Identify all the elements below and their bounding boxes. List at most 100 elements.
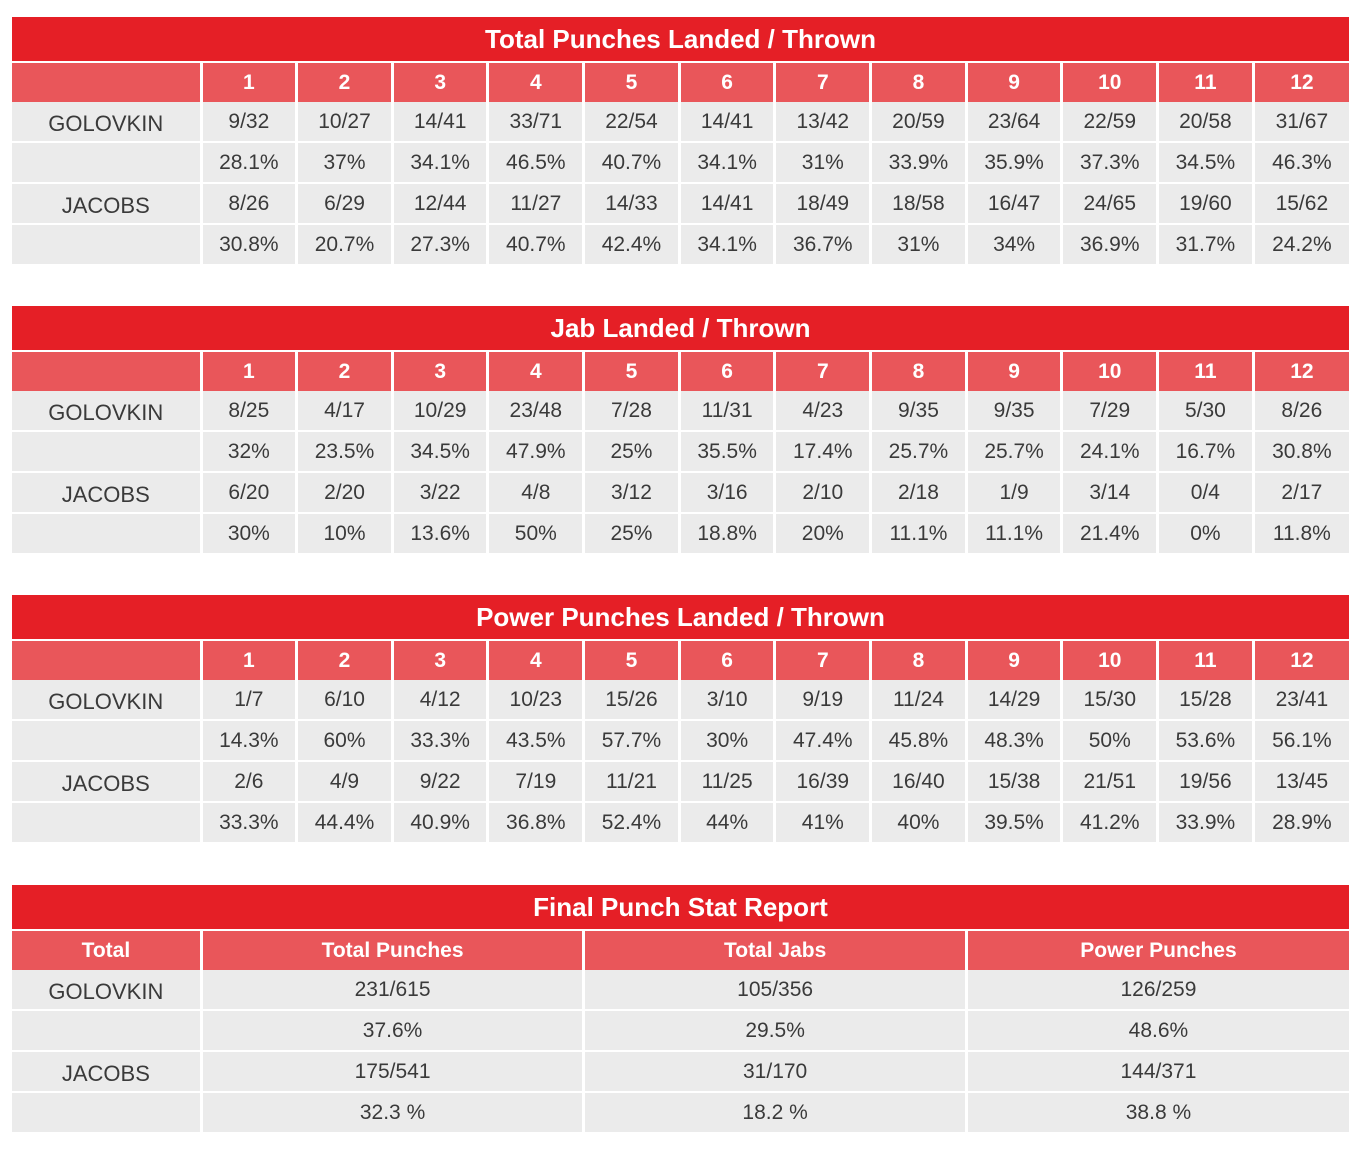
landed-thrown-cell: 14/41	[677, 182, 775, 224]
percentage-cell: 23.5%	[295, 430, 393, 472]
percentage-cell: 25%	[582, 512, 680, 553]
percentage-cell: 16.7%	[1156, 430, 1254, 472]
landed-thrown-cell: 11/25	[677, 760, 775, 802]
percentage-cell: 36.8%	[486, 801, 584, 842]
landed-thrown-cell: 8/25	[199, 391, 297, 431]
round-header: 4	[486, 350, 584, 391]
percentage-cell: 48.6%	[964, 1009, 1349, 1051]
fighter-blank	[12, 512, 202, 553]
percentage-cell: 11.8%	[1251, 512, 1349, 553]
round-header: 12	[1251, 350, 1349, 391]
percentage-cell: 31%	[773, 141, 871, 183]
landed-thrown-cell: 3/16	[677, 471, 775, 513]
percentage-cell: 40.9%	[390, 801, 488, 842]
landed-thrown-cell: 12/44	[390, 182, 488, 224]
landed-thrown-cell: 2/6	[199, 760, 297, 802]
percentage-cell: 37.3%	[1060, 141, 1158, 183]
round-header: 11	[1156, 350, 1254, 391]
table-row: GOLOVKIN 231/615 105/356 126/259	[12, 970, 1349, 1010]
final-report-section: Final Punch Stat Report Total Total Punch…	[12, 885, 1349, 1132]
percentage-cell: 36.7%	[773, 223, 871, 264]
percentage-cell: 30.8%	[199, 223, 297, 264]
percentage-cell: 25.7%	[964, 430, 1062, 472]
landed-thrown-cell: 4/17	[295, 391, 393, 431]
table-row: JACOBS 2/6 4/9 9/22 7/19 11/21 11/25 16/39 16/40…	[12, 760, 1349, 802]
round-header: 2	[295, 61, 393, 102]
round-header: 3	[390, 350, 488, 391]
round-header: 9	[964, 350, 1062, 391]
percentage-cell: 33.3%	[199, 801, 297, 842]
percentage-cell: 34%	[964, 223, 1062, 264]
percentage-cell: 14.3%	[199, 719, 297, 761]
header-row: 1 2 3 4 5 6 7 8 9 10 11 12	[12, 639, 1349, 680]
percentage-cell: 38.8 %	[964, 1091, 1349, 1132]
percentage-cell: 39.5%	[964, 801, 1062, 842]
landed-thrown-cell: 8/26	[199, 182, 297, 224]
landed-thrown-cell: 4/12	[390, 680, 488, 720]
percentage-cell: 33.9%	[1156, 801, 1254, 842]
percentage-cell: 18.8%	[677, 512, 775, 553]
landed-thrown-cell: 11/27	[486, 182, 584, 224]
landed-thrown-cell: 10/27	[295, 102, 393, 142]
landed-thrown-cell: 20/58	[1156, 102, 1254, 142]
percentage-cell: 45.8%	[869, 719, 967, 761]
round-header: 11	[1156, 639, 1254, 680]
landed-thrown-cell: 144/371	[964, 1050, 1349, 1092]
percentage-cell: 27.3%	[390, 223, 488, 264]
percentage-cell: 40%	[869, 801, 967, 842]
round-header: 7	[773, 639, 871, 680]
landed-thrown-cell: 10/23	[486, 680, 584, 720]
column-header: Total Punches	[199, 929, 584, 970]
header-row: 1 2 3 4 5 6 7 8 9 10 11 12	[12, 61, 1349, 102]
landed-thrown-cell: 7/28	[582, 391, 680, 431]
stats-table: 1 2 3 4 5 6 7 8 9 10 11 12 GOLOVKIN 9/32 10/27 14/41 33/…	[12, 61, 1349, 264]
percentage-cell: 20%	[773, 512, 871, 553]
landed-thrown-cell: 9/35	[869, 391, 967, 431]
column-header: Power Punches	[964, 929, 1349, 970]
header-row: 1 2 3 4 5 6 7 8 9 10 11 12	[12, 350, 1349, 391]
landed-thrown-cell: 7/29	[1060, 391, 1158, 431]
landed-thrown-cell: 15/62	[1251, 182, 1349, 224]
percentage-cell: 0%	[1156, 512, 1254, 553]
round-header: 1	[199, 350, 297, 391]
round-header: 6	[677, 61, 775, 102]
percentage-cell: 37.6%	[199, 1009, 584, 1051]
percentage-cell: 47.4%	[773, 719, 871, 761]
landed-thrown-cell: 4/23	[773, 391, 871, 431]
round-header: 12	[1251, 639, 1349, 680]
table-row: 37.6% 29.5% 48.6%	[12, 1009, 1349, 1051]
percentage-cell: 35.5%	[677, 430, 775, 472]
percentage-cell: 44%	[677, 801, 775, 842]
percentage-cell: 40.7%	[582, 141, 680, 183]
percentage-cell: 31%	[869, 223, 967, 264]
round-header: 6	[677, 639, 775, 680]
fighter-name: GOLOVKIN	[12, 391, 202, 431]
landed-thrown-cell: 9/22	[390, 760, 488, 802]
round-header: 3	[390, 639, 488, 680]
landed-thrown-cell: 16/47	[964, 182, 1062, 224]
column-header: Total	[12, 929, 202, 970]
column-header: Total Jabs	[582, 929, 967, 970]
landed-thrown-cell: 105/356	[582, 970, 967, 1010]
percentage-cell: 52.4%	[582, 801, 680, 842]
landed-thrown-cell: 14/41	[677, 102, 775, 142]
round-header: 10	[1060, 61, 1158, 102]
percentage-cell: 47.9%	[486, 430, 584, 472]
fighter-blank	[12, 223, 202, 264]
fighter-blank	[12, 1009, 202, 1051]
landed-thrown-cell: 10/29	[390, 391, 488, 431]
round-header: 1	[199, 61, 297, 102]
fighter-blank	[12, 801, 202, 842]
percentage-cell: 46.3%	[1251, 141, 1349, 183]
landed-thrown-cell: 33/71	[486, 102, 584, 142]
landed-thrown-cell: 4/9	[295, 760, 393, 802]
landed-thrown-cell: 2/10	[773, 471, 871, 513]
percentage-cell: 36.9%	[1060, 223, 1158, 264]
round-header: 5	[582, 350, 680, 391]
percentage-cell: 33.9%	[869, 141, 967, 183]
round-header: 8	[869, 350, 967, 391]
percentage-cell: 25%	[582, 430, 680, 472]
section-title: Total Punches Landed / Thrown	[12, 17, 1349, 61]
round-header: 7	[773, 61, 871, 102]
percentage-cell: 34.1%	[677, 223, 775, 264]
